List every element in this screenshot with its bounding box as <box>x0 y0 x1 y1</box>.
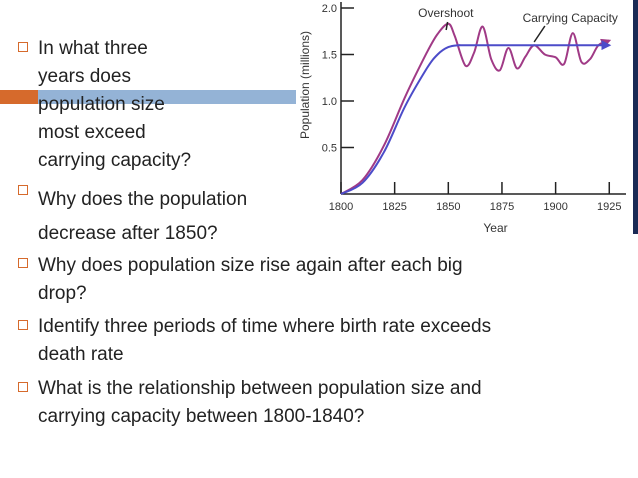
population-chart: 0.5 1.0 1.5 2.0 1800 1825 1850 1875 1900 1925 Year… <box>298 2 626 235</box>
x-tick-label: 1825 <box>382 201 406 213</box>
bullet-line: years does <box>38 66 131 87</box>
bullet-marker <box>18 320 28 330</box>
bullet-marker <box>18 382 28 392</box>
carrying-capacity-line <box>340 40 612 195</box>
bullet-line: Why does population size rise again afte… <box>38 255 463 276</box>
chart-axes <box>340 2 626 195</box>
bullet-line: Identify three periods of time where bir… <box>38 316 492 337</box>
bullet-line: carrying capacity? <box>38 150 192 171</box>
x-tick-label: 1900 <box>543 201 567 213</box>
annotation-overshoot: Overshoot <box>418 6 474 20</box>
annotation-pointer <box>533 25 546 43</box>
accent-bar-blue <box>38 90 296 104</box>
bullet-question-4: Identify three periods of time where bir… <box>38 313 491 369</box>
bullet-question-1: In what three years does population size… <box>38 35 191 175</box>
bullet-line: death rate <box>38 344 124 365</box>
bullet-line: most exceed <box>38 122 146 143</box>
bullet-marker <box>18 42 28 52</box>
bullet-marker <box>18 185 28 195</box>
y-tick-label: 2.0 <box>322 3 337 15</box>
bullet-line: decrease after 1850? <box>38 223 218 244</box>
bullet-line: population size <box>38 94 165 115</box>
bullet-line: What is the relationship between populat… <box>38 378 482 399</box>
y-tick-label: 1.5 <box>322 50 337 62</box>
bullet-question-3: Why does population size rise again afte… <box>38 252 463 308</box>
annotation-carrying-capacity: Carrying Capacity <box>523 11 618 25</box>
edge-strip <box>633 0 638 234</box>
x-tick-label: 1800 <box>329 201 353 213</box>
x-tick-label: 1850 <box>436 201 460 213</box>
y-tick-label: 1.0 <box>322 96 337 108</box>
y-tick-label: 0.5 <box>322 143 337 155</box>
bullet-line: In what three <box>38 38 148 59</box>
accent-bar-orange <box>0 90 38 104</box>
bullet-line: drop? <box>38 283 87 304</box>
bullet-marker <box>18 258 28 268</box>
bullet-question-2: Why does the population decrease after 1… <box>38 183 247 251</box>
y-axis-label: Population (millions) <box>298 31 312 139</box>
bullet-line: Why does the population <box>38 189 248 210</box>
x-axis-label: Year <box>483 221 507 235</box>
annotation-pointer <box>445 21 449 31</box>
bullet-question-5: What is the relationship between populat… <box>38 375 482 431</box>
chart-series <box>340 22 612 195</box>
x-tick-label: 1925 <box>597 201 621 213</box>
population-line <box>340 22 612 195</box>
chart-labels: 0.5 1.0 1.5 2.0 1800 1825 1850 1875 1900 1925 Year… <box>298 3 622 235</box>
bullet-line: carrying capacity between 1800-1840? <box>38 406 365 427</box>
x-tick-label: 1875 <box>490 201 514 213</box>
